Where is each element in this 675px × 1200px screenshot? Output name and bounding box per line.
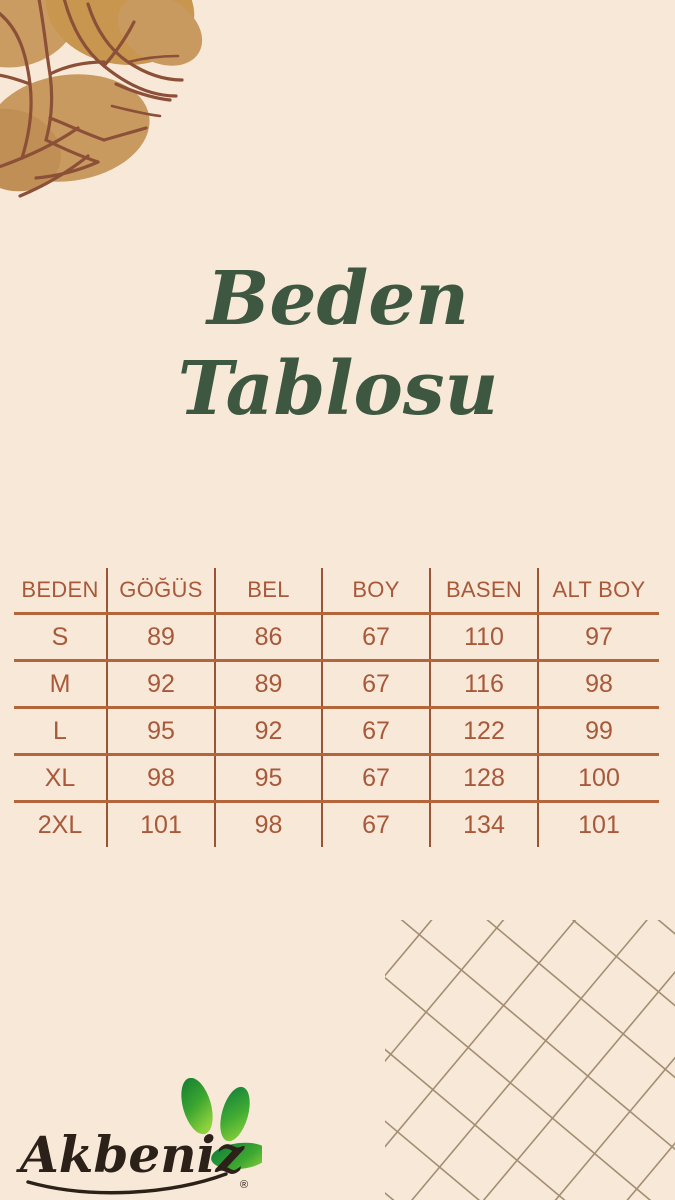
cell-gogus: 101 [107,801,216,847]
cell-basen: 116 [430,660,539,709]
cell-alt-boy: 100 [538,754,659,803]
cell-boy: 67 [322,660,431,709]
cell-boy: 67 [322,613,431,662]
size-table: BEDEN GÖĞÜS BEL BOY BASEN ALT BOY S 89 8… [14,568,659,847]
table-header-row: BEDEN GÖĞÜS BEL BOY BASEN ALT BOY [14,568,659,615]
cell-bel: 95 [215,754,323,803]
table-row: XL 98 95 67 128 100 [14,754,659,803]
brand-name: Akbeniz [16,1125,246,1184]
column-header-gogus: GÖĞÜS [107,568,216,615]
cell-gogus: 95 [107,707,216,756]
table-body: S 89 86 67 110 97 M 92 89 67 116 98 L [14,613,659,847]
akbeniz-logo: Akbeniz ® [16,1077,269,1195]
cell-bel: 89 [215,660,323,709]
brand-logo: Akbeniz ® [12,1077,269,1198]
cell-gogus: 92 [107,660,216,709]
size-table-container: BEDEN GÖĞÜS BEL BOY BASEN ALT BOY S 89 8… [14,568,659,847]
title-script-art: Beden Tablosu [177,256,498,432]
botanical-branches-icon [0,0,203,198]
cell-bel: 86 [215,613,323,662]
grid-decoration [385,920,675,1200]
cell-basen: 134 [430,801,539,847]
title-line-2: Tablosu [177,346,498,432]
table-row: L 95 92 67 122 99 [14,707,659,756]
column-header-beden: BEDEN [14,568,108,615]
cell-gogus: 89 [107,613,216,662]
cell-gogus: 98 [107,754,216,803]
cell-basen: 128 [430,754,539,803]
cell-alt-boy: 99 [538,707,659,756]
cell-alt-boy: 97 [538,613,659,662]
cell-size: XL [14,754,108,803]
cell-size: 2XL [14,801,108,847]
cell-basen: 110 [430,613,539,662]
cell-boy: 67 [322,754,431,803]
title-line-1: Beden [204,256,468,342]
page-title: Beden Tablosu [0,238,675,453]
column-header-alt-boy: ALT BOY [538,568,659,615]
cell-alt-boy: 101 [578,810,620,839]
table-row: S 89 86 67 110 97 [14,613,659,662]
cell-size: S [14,613,108,662]
column-header-bel: BEL [215,568,323,615]
rotated-grid-icon [385,920,675,1200]
botanical-decoration [0,0,260,215]
table-header: BEDEN GÖĞÜS BEL BOY BASEN ALT BOY [14,568,659,615]
column-header-boy: BOY [322,568,431,615]
cell-boy: 67 [322,801,431,847]
table-row: 2XL 101 98 67 134 101 [14,801,659,847]
cell-basen: 122 [430,707,539,756]
cell-size: L [14,707,108,756]
cell-size: M [14,660,108,709]
cell-bel: 98 [215,801,323,847]
table-row: M 92 89 67 116 98 [14,660,659,709]
leaf-icon [181,1077,269,1170]
cell-bel: 92 [215,707,323,756]
logo-swoosh [26,1172,228,1195]
column-header-basen: BASEN [430,568,539,615]
cell-boy: 67 [322,707,431,756]
cell-alt-boy: 98 [538,660,659,709]
registered-mark: ® [240,1179,248,1191]
